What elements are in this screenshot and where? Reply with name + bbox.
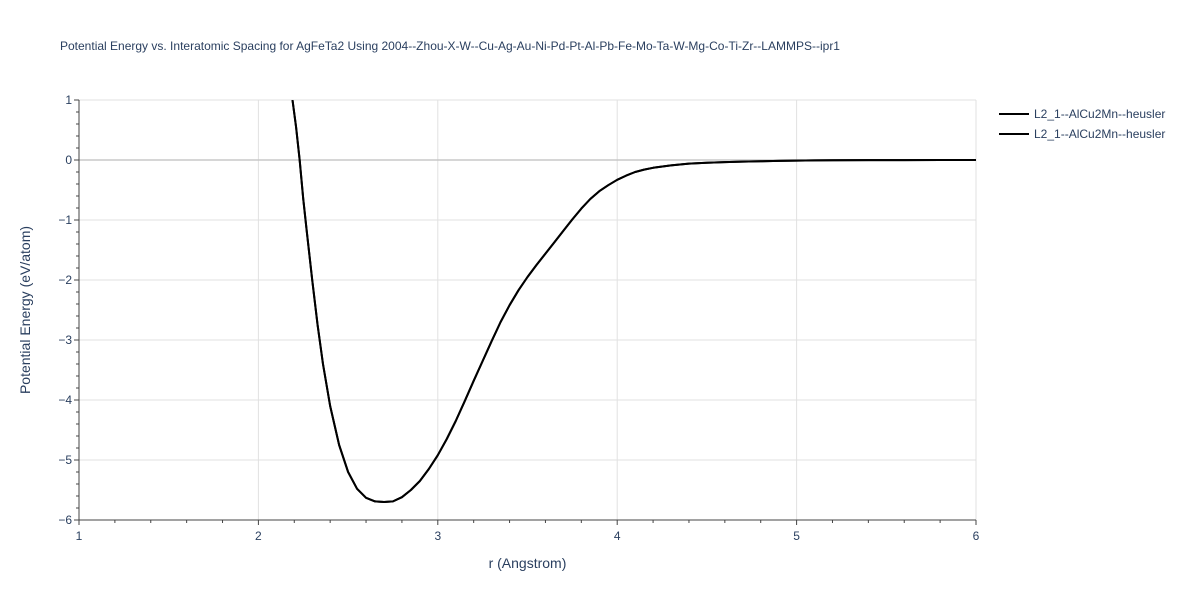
x-tick-label: 4 bbox=[614, 529, 621, 543]
y-tick-label: 1 bbox=[65, 93, 72, 107]
legend[interactable]: L2_1--AlCu2Mn--heusler L2_1--AlCu2Mn--heu… bbox=[999, 107, 1165, 141]
y-tick-label: 0 bbox=[65, 153, 72, 167]
y-tick-label: −5 bbox=[58, 453, 72, 467]
y-axis-title: Potential Energy (eV/atom) bbox=[17, 226, 33, 394]
legend-label: L2_1--AlCu2Mn--heusler bbox=[1034, 127, 1165, 141]
y-tick-label: −6 bbox=[58, 513, 72, 527]
series-layer bbox=[291, 100, 976, 503]
series-line-2 bbox=[291, 100, 976, 503]
x-tick-label: 2 bbox=[255, 529, 262, 543]
x-tick-label: 3 bbox=[434, 529, 441, 543]
legend-item-2[interactable]: L2_1--AlCu2Mn--heusler bbox=[999, 127, 1165, 141]
legend-item-1[interactable]: L2_1--AlCu2Mn--heusler bbox=[999, 107, 1165, 121]
x-tick-label: 1 bbox=[76, 529, 83, 543]
y-tick-label: −1 bbox=[58, 213, 72, 227]
y-tick-label: −3 bbox=[58, 333, 72, 347]
y-tick-label: −2 bbox=[58, 273, 72, 287]
legend-label: L2_1--AlCu2Mn--heusler bbox=[1034, 107, 1165, 121]
x-tick-label: 5 bbox=[793, 529, 800, 543]
x-axis-title: r (Angstrom) bbox=[489, 555, 567, 571]
chart-title: Potential Energy vs. Interatomic Spacing… bbox=[60, 39, 840, 53]
y-tick-label: −4 bbox=[58, 393, 72, 407]
axes: 1 2 3 4 5 6 −6 −5 −4 −3 −2 −1 0 1 bbox=[58, 93, 979, 543]
grid bbox=[79, 99, 977, 520]
x-tick-label: 6 bbox=[973, 529, 980, 543]
